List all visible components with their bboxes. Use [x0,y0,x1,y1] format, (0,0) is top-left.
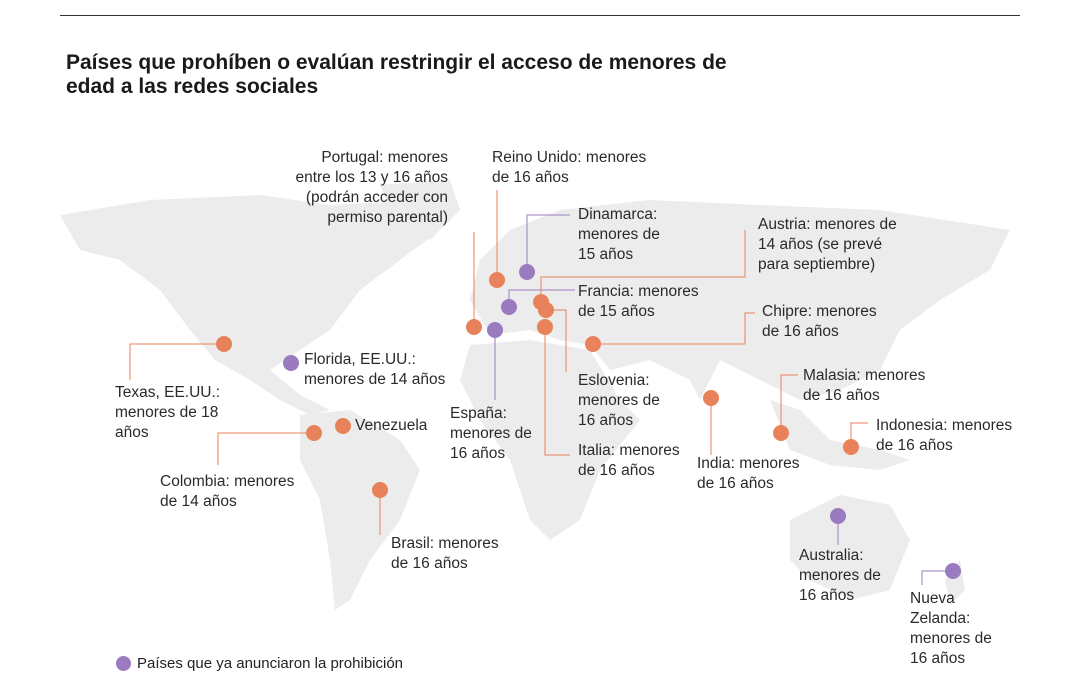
marker-chipre [585,336,601,352]
label-nueva-zelanda: Nueva Zelanda: menores de 16 años [910,590,992,667]
label-texas: Texas, EE.UU.: menores de 18 años [115,384,221,441]
legend-label: Países que ya anunciaron la prohibición [137,655,404,672]
label-reino-unido: Reino Unido: menores de 16 años [492,149,647,186]
land-masses [60,180,1010,610]
marker-australia [830,508,846,524]
marker-florida [283,355,299,371]
label-australia: Australia: menores de 16 años [799,547,881,604]
marker-india [703,390,719,406]
marker-colombia [306,425,322,441]
marker-malasia [773,425,789,441]
greenland [380,180,460,240]
label-malasia: Malasia: menores de 16 años [803,367,926,404]
south-america [300,410,420,610]
label-espana: España: menores de 16 años [450,405,532,462]
europe-asia [470,200,1010,400]
label-venezuela: Venezuela [355,417,428,434]
label-brasil: Brasil: menores de 16 años [391,535,499,572]
label-florida: Florida, EE.UU.: menores de 14 años [304,351,446,388]
country-markers [216,264,961,579]
marker-portugal [466,319,482,335]
marker-nueva-zelanda [945,563,961,579]
marker-espana [487,322,503,338]
north-america [60,195,440,415]
marker-eslovenia [538,302,554,318]
label-dinamarca: Dinamarca: menores de 15 años [578,206,660,263]
label-francia: Francia: menores de 15 años [578,283,699,320]
legend-purple-dot-icon [116,656,131,671]
marker-francia [501,299,517,315]
legend: Países que ya anunciaron la prohibición [116,655,403,672]
label-colombia: Colombia: menores de 14 años [160,473,295,510]
marker-brasil [372,482,388,498]
marker-indonesia [843,439,859,455]
marker-venezuela [335,418,351,434]
marker-reino-unido [489,272,505,288]
marker-italia [537,319,553,335]
top-rule [60,15,1020,16]
label-indonesia: Indonesia: menores de 16 años [876,417,1013,454]
label-eslovenia: Eslovenia: menores de 16 años [578,372,660,429]
marker-texas [216,336,232,352]
label-italia: Italia: menores de 16 años [578,442,680,479]
label-chipre: Chipre: menores de 16 años [762,303,877,340]
australia [790,495,910,600]
map-title: Países que prohíben o evalúan restringir… [66,51,727,98]
label-austria: Austria: menores de 14 años (se prevé pa… [758,216,897,273]
southeast-asia [770,400,910,470]
africa [460,340,640,540]
marker-dinamarca [519,264,535,280]
label-portugal: Portugal: menores entre los 13 y 16 años… [295,149,448,226]
label-india: India: menores de 16 años [697,455,800,492]
